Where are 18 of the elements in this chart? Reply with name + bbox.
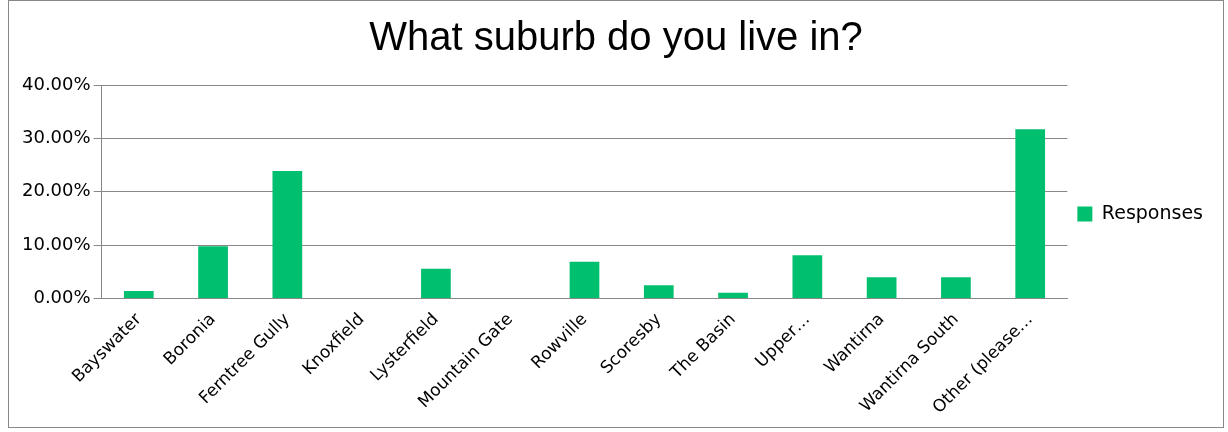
bar [272, 170, 303, 299]
y-tick-label: 30.00% [21, 126, 91, 148]
bar [792, 255, 823, 299]
bar [866, 277, 897, 299]
bar [421, 268, 451, 299]
chart-title: What suburb do you live in? [369, 14, 863, 59]
y-tick-label: 0.00% [33, 286, 91, 308]
bar [123, 291, 154, 299]
bar [941, 277, 971, 299]
bar [718, 292, 748, 299]
bar [198, 246, 228, 299]
y-tick-label: 40.00% [21, 72, 91, 94]
y-tick-label: 10.00% [21, 232, 91, 254]
bar [643, 285, 674, 299]
bar [1015, 129, 1046, 299]
y-tick-label: 20.00% [21, 179, 91, 201]
bar [569, 261, 600, 299]
legend-label: Responses [1101, 200, 1204, 223]
